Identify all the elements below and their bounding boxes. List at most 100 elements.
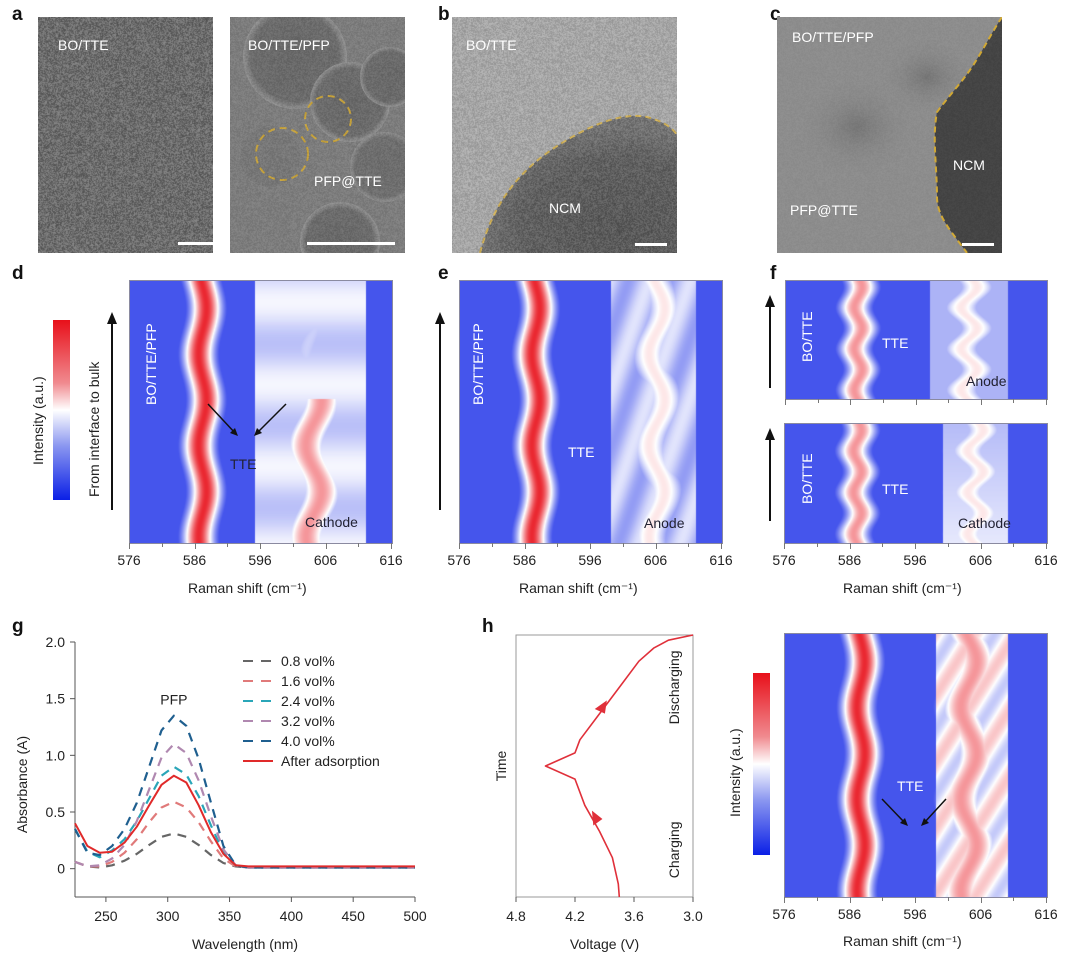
tick-mark bbox=[162, 543, 163, 547]
tick-mark bbox=[981, 399, 982, 405]
tick-mark bbox=[1013, 543, 1014, 547]
tick-mark bbox=[882, 897, 883, 901]
tick-mark bbox=[1046, 897, 1047, 903]
tick-mark bbox=[590, 543, 591, 549]
tick-label: 576 bbox=[772, 906, 795, 922]
tick-label: 576 bbox=[117, 552, 140, 568]
tick-mark bbox=[227, 543, 228, 547]
ncm-label: NCM bbox=[549, 200, 581, 216]
legend-label-3: 3.2 vol% bbox=[281, 713, 335, 729]
series-line-4 bbox=[75, 716, 415, 868]
region-label: Cathode bbox=[958, 515, 1011, 531]
tick-mark bbox=[1046, 399, 1047, 405]
sample-label: BO/TTE bbox=[799, 453, 815, 504]
tick-mark bbox=[358, 543, 359, 547]
tick-label: 596 bbox=[578, 552, 601, 568]
sample-label: BO/TTE/PFP bbox=[143, 323, 159, 405]
x-axis-label: Wavelength (nm) bbox=[192, 936, 298, 952]
tem-title: BO/TTE/PFP bbox=[248, 37, 330, 53]
tick-mark bbox=[1013, 399, 1014, 403]
heatmap-canvas bbox=[786, 281, 1047, 399]
tick-label: 606 bbox=[314, 552, 337, 568]
tick-label: 616 bbox=[709, 552, 732, 568]
y-tick-label: 0 bbox=[57, 861, 65, 877]
series-line-5 bbox=[75, 776, 415, 867]
tick-mark bbox=[260, 543, 261, 549]
y-axis-label: Absorbance (A) bbox=[14, 736, 30, 833]
tick-mark bbox=[721, 543, 722, 549]
scale-bar bbox=[962, 243, 994, 246]
tick-label: 596 bbox=[903, 906, 926, 922]
panel-label-f: f bbox=[770, 263, 776, 285]
tick-mark bbox=[326, 543, 327, 549]
tick-mark bbox=[850, 543, 851, 549]
arrows-to-tte-icon bbox=[878, 795, 953, 830]
tick-mark bbox=[850, 399, 851, 405]
direction-arrow-icon bbox=[587, 808, 603, 825]
tick-label: 586 bbox=[838, 906, 861, 922]
tem-image-ncm-bo-tte-pfp: BO/TTE/PFP NCM PFP@TTE bbox=[777, 17, 1002, 253]
tick-mark bbox=[459, 543, 460, 549]
chart-g: 00.51.01.52.0250 300 350 400 450 500Wavelengt… bbox=[0, 615, 440, 968]
scale-bar bbox=[307, 242, 395, 245]
tick-mark bbox=[817, 543, 818, 547]
tick-mark bbox=[129, 543, 130, 549]
x-tick-label: 500 bbox=[403, 908, 427, 924]
arrow-up-icon bbox=[432, 310, 448, 510]
tick-mark bbox=[656, 543, 657, 549]
axis-label-interface-to-bulk: From interface to bulk bbox=[86, 362, 102, 497]
x-tick-label: 300 bbox=[156, 908, 180, 924]
arrow-up-icon bbox=[762, 293, 778, 388]
colorbar-d bbox=[53, 320, 70, 500]
tick-mark bbox=[1046, 543, 1047, 549]
tem-image-bo-tte: BO/TTE bbox=[38, 17, 213, 253]
x-axis-label-h: Raman shift (cm⁻¹) bbox=[843, 933, 962, 950]
tick-mark bbox=[916, 399, 917, 405]
heatmap-h bbox=[784, 633, 1048, 898]
tick-mark bbox=[915, 897, 916, 903]
x-tick-label: 4.2 bbox=[565, 908, 585, 924]
y-tick-label: 2.0 bbox=[46, 634, 66, 650]
x-axis-label-e: Raman shift (cm⁻¹) bbox=[519, 580, 638, 597]
arrows-to-tte-icon bbox=[200, 400, 295, 440]
tick-label: 616 bbox=[379, 552, 402, 568]
pfp-tte-label: PFP@TTE bbox=[314, 173, 382, 189]
x-axis-label-f: Raman shift (cm⁻¹) bbox=[843, 580, 962, 597]
colorbar-label-d: Intensity (a.u.) bbox=[30, 376, 46, 465]
discharging-label: Discharging bbox=[666, 650, 682, 724]
tem-title: BO/TTE/PFP bbox=[792, 29, 874, 45]
region-label: Anode bbox=[966, 373, 1006, 389]
arrow-up-icon bbox=[762, 426, 778, 521]
tick-mark bbox=[915, 543, 916, 549]
heatmap-f-top bbox=[785, 280, 1048, 400]
arrow-up-icon bbox=[104, 310, 120, 510]
legend-label-4: 4.0 vol% bbox=[281, 733, 335, 749]
tick-label: 596 bbox=[903, 552, 926, 568]
tick-label: 576 bbox=[447, 552, 470, 568]
tick-mark bbox=[818, 399, 819, 403]
tick-mark bbox=[784, 897, 785, 903]
ncm-label: NCM bbox=[953, 157, 985, 173]
charging-label: Charging bbox=[666, 821, 682, 878]
y-tick-label: 1.5 bbox=[46, 691, 66, 707]
tick-label: 586 bbox=[183, 552, 206, 568]
heatmap-canvas bbox=[460, 281, 722, 543]
tem-image-ncm-bo-tte: BO/TTE NCM bbox=[452, 17, 677, 253]
tick-mark bbox=[784, 543, 785, 549]
y-tick-label: 0.5 bbox=[46, 804, 66, 820]
region-label: Anode bbox=[644, 515, 684, 531]
sample-label: BO/TTE/PFP bbox=[470, 323, 486, 405]
tem-title: BO/TTE bbox=[466, 37, 517, 53]
legend-label-5: After adsorption bbox=[281, 753, 380, 769]
heatmap-e bbox=[459, 280, 723, 544]
tick-mark bbox=[623, 543, 624, 547]
legend-label-2: 2.4 vol% bbox=[281, 693, 335, 709]
sample-label: BO/TTE bbox=[799, 311, 815, 362]
tick-mark bbox=[195, 543, 196, 549]
tte-label: TTE bbox=[882, 481, 908, 497]
tem-title: BO/TTE bbox=[58, 37, 109, 53]
tick-mark bbox=[492, 543, 493, 547]
tick-label: 606 bbox=[969, 552, 992, 568]
tick-mark bbox=[883, 399, 884, 403]
tte-label: TTE bbox=[230, 456, 256, 472]
